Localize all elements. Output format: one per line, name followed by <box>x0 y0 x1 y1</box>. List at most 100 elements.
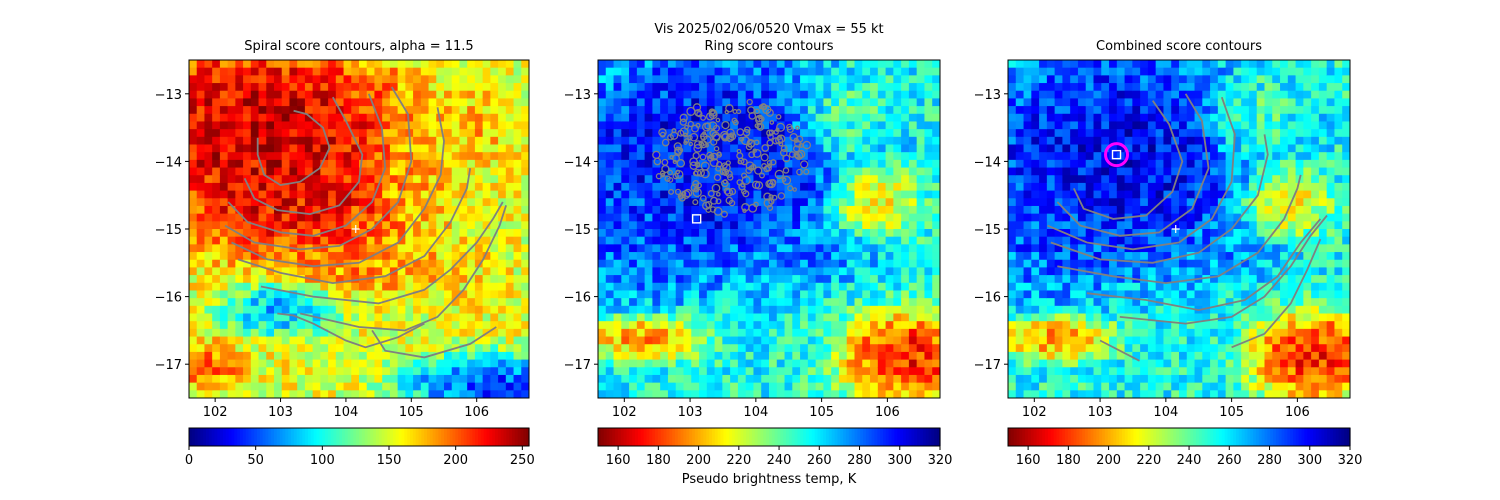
ring-score-contour-blob <box>768 194 774 200</box>
panel-title-spiral: Spiral score contours, alpha = 11.5 <box>244 39 474 54</box>
colorbar-tick-label: 220 <box>1136 453 1161 468</box>
ring-score-contour-blob <box>692 170 699 177</box>
ring-score-contour-blob <box>683 140 688 145</box>
ring-score-contour-blob <box>777 192 786 200</box>
colorbar-tick-label: 280 <box>847 453 872 468</box>
ring-score-contour-blob <box>687 134 693 141</box>
ring-score-contour-blob <box>679 113 688 122</box>
ring-score-contour-blob <box>700 135 706 141</box>
x-tick-label: 102 <box>612 405 637 420</box>
ring-score-contour-blob <box>672 159 677 165</box>
x-tick-label: 102 <box>203 405 228 420</box>
ring-score-contour-blob <box>724 109 730 115</box>
ring-score-contour-blob <box>752 148 762 158</box>
colorbar-tick-label: 100 <box>310 453 335 468</box>
ring-score-contour-blob <box>672 173 679 180</box>
ring-score-contour-blob <box>658 128 667 137</box>
ring-score-contour-blob <box>779 148 788 157</box>
score-contour-line <box>1047 96 1236 251</box>
ring-score-contour-blob <box>798 142 804 148</box>
ring-score-contour-blob <box>689 132 699 142</box>
colorbar-tick-label: 150 <box>377 453 402 468</box>
y-tick-label: −13 <box>974 88 1001 103</box>
colorbar-tick-label: 0 <box>185 453 193 468</box>
ring-score-contour-blob <box>687 120 694 128</box>
colorbar-frame <box>1007 427 1351 447</box>
x-tick-label: 104 <box>1153 405 1178 420</box>
y-tick-label: −14 <box>974 155 1001 170</box>
ring-score-contour-blob <box>754 166 763 175</box>
ring-score-contour-blob <box>679 118 687 126</box>
score-contour-line <box>231 107 445 268</box>
y-tick-label: −17 <box>974 358 1001 373</box>
ring-score-contour-blob <box>692 199 699 206</box>
x-tick-label: 106 <box>464 405 489 420</box>
ring-score-contour-blob <box>683 132 688 138</box>
colorbar-tick-label: 300 <box>887 453 912 468</box>
score-contour-line <box>260 201 504 305</box>
center-square-marker <box>691 214 702 224</box>
score-contour-line <box>1099 339 1140 362</box>
ring-score-contour-blob <box>696 110 703 118</box>
colorbar-tick-label: 300 <box>1297 453 1322 468</box>
ring-score-contour-blob <box>720 210 728 218</box>
y-tick-label: −16 <box>155 291 182 306</box>
ring-score-contour-blob <box>772 137 780 145</box>
panel-spiral: 102 103 104 105 106 −13 −14 −15 −16 −17 0 50 100 150 2… <box>155 59 535 468</box>
colorbar-tick-label: 260 <box>807 453 832 468</box>
ring-score-contour-blob <box>723 187 731 195</box>
ring-score-contour-blob <box>756 122 765 131</box>
ring-score-contour-blob <box>741 175 751 185</box>
center-plus-marker <box>351 225 360 233</box>
ring-score-contour-blob <box>698 141 705 148</box>
ring-score-contour-blob <box>766 179 776 189</box>
ring-score-contour-blob <box>693 143 703 153</box>
y-tick-label: −15 <box>155 223 182 238</box>
ring-score-contour-blob <box>728 199 736 207</box>
ring-score-contour-blob <box>721 168 730 176</box>
colorbar-tick-label: 280 <box>1257 453 1282 468</box>
ring-score-contour-blob <box>771 194 778 201</box>
colorbar-tick-label: 320 <box>1338 453 1363 468</box>
y-tick-label: −16 <box>564 291 591 306</box>
colorbar-tick-label: 250 <box>510 453 535 468</box>
score-contour-line <box>1119 214 1328 325</box>
colorbar-tick-label: 180 <box>646 453 671 468</box>
ring-score-contour-blob <box>721 133 730 142</box>
score-contour-line <box>277 312 425 349</box>
colorbar-label: Pseudo brightness temp, K <box>681 472 857 487</box>
ring-score-contour-blob <box>766 163 773 169</box>
x-tick-label: 102 <box>1022 405 1047 420</box>
ring-score-contour-blob <box>792 187 797 192</box>
ring-score-contour-blob <box>761 144 770 152</box>
x-tick-label: 105 <box>809 405 834 420</box>
x-tick-label: 104 <box>743 405 768 420</box>
ring-score-contour-blob <box>794 153 801 160</box>
score-contour-line <box>299 205 507 332</box>
ring-score-contour-blob <box>748 151 756 159</box>
ring-score-contour-blob <box>669 131 679 140</box>
ring-score-contour-blob <box>674 188 682 196</box>
ring-score-contour-blob <box>736 128 745 136</box>
ring-score-contour-blob <box>769 120 775 125</box>
ring-score-contour-blob <box>725 160 731 166</box>
ring-score-contour-blob <box>669 155 674 160</box>
ring-score-contour-blob <box>694 109 702 117</box>
ring-score-contour-blob <box>711 183 721 193</box>
ring-score-contour-blob <box>765 108 774 117</box>
ring-score-contour-blob <box>706 151 714 159</box>
panel-combined: 102 103 104 105 106 −13 −14 −15 −16 −17 160 180 200 2… <box>974 59 1363 468</box>
ring-score-contour-blob <box>746 98 753 106</box>
score-contour-line <box>237 168 472 285</box>
x-tick-label: 103 <box>678 405 703 420</box>
score-contour-line <box>256 109 331 187</box>
ring-score-contour-blob <box>776 134 783 140</box>
score-contour-line <box>1072 100 1184 220</box>
ring-score-contour-blob <box>748 165 755 172</box>
ring-score-contour-blob <box>781 177 787 182</box>
ring-score-contour-blob <box>766 159 773 166</box>
ring-score-contour-blob <box>699 194 707 202</box>
ring-score-contour-blob <box>725 104 734 113</box>
ring-score-contour-blob <box>803 168 810 175</box>
